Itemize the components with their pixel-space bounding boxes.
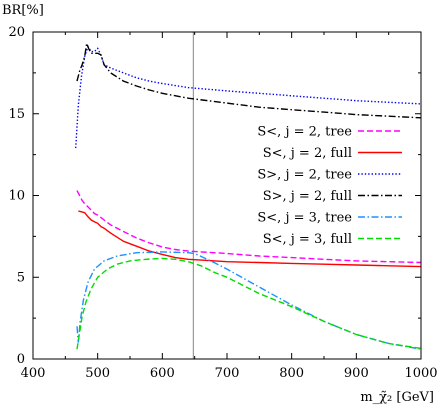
series-line-2 [78, 210, 422, 268]
x-tick-label: 600 [150, 366, 175, 381]
y-axis-title: BR[%] [2, 3, 44, 18]
series-line-5 [76, 251, 422, 350]
y-tick-label: 20 [8, 25, 25, 40]
series-line-3 [75, 45, 422, 149]
legend: S<, j = 2, tree S<, j = 2, full S>, j = 2,… [257, 125, 402, 247]
x-tick-label: 900 [344, 366, 369, 381]
x-tick-label: 500 [85, 366, 110, 381]
x-tick-label: 1000 [404, 366, 437, 381]
y-tick-label: 5 [17, 270, 25, 285]
y-tick-label: 0 [17, 352, 25, 367]
y-tick-label: 10 [8, 189, 25, 204]
x-tick-label: 400 [21, 366, 46, 381]
x-tick-label: 700 [215, 366, 240, 381]
plot-area [75, 32, 422, 359]
x-axis-title: m_χ̃₂ [GeV] [360, 390, 434, 405]
legend-label-3: S>, j = 2, tree [257, 168, 352, 183]
legend-label-5: S<, j = 3, tree [257, 211, 352, 226]
legend-label-2: S<, j = 2, full [263, 146, 352, 161]
legend-label-4: S>, j = 2, full [263, 189, 352, 204]
legend-label-1: S<, j = 2, tree [257, 125, 352, 140]
y-tick-label: 15 [8, 107, 25, 122]
axes: 400 500 600 700 800 900 1000 0 5 10 15 20 BR[%] m_χ̃₂… [2, 3, 438, 405]
x-tick-label: 800 [279, 366, 304, 381]
legend-label-6: S<, j = 3, full [263, 232, 352, 247]
series-line-1 [76, 190, 422, 264]
series-line-6 [76, 257, 422, 350]
series-line-4 [76, 40, 422, 119]
